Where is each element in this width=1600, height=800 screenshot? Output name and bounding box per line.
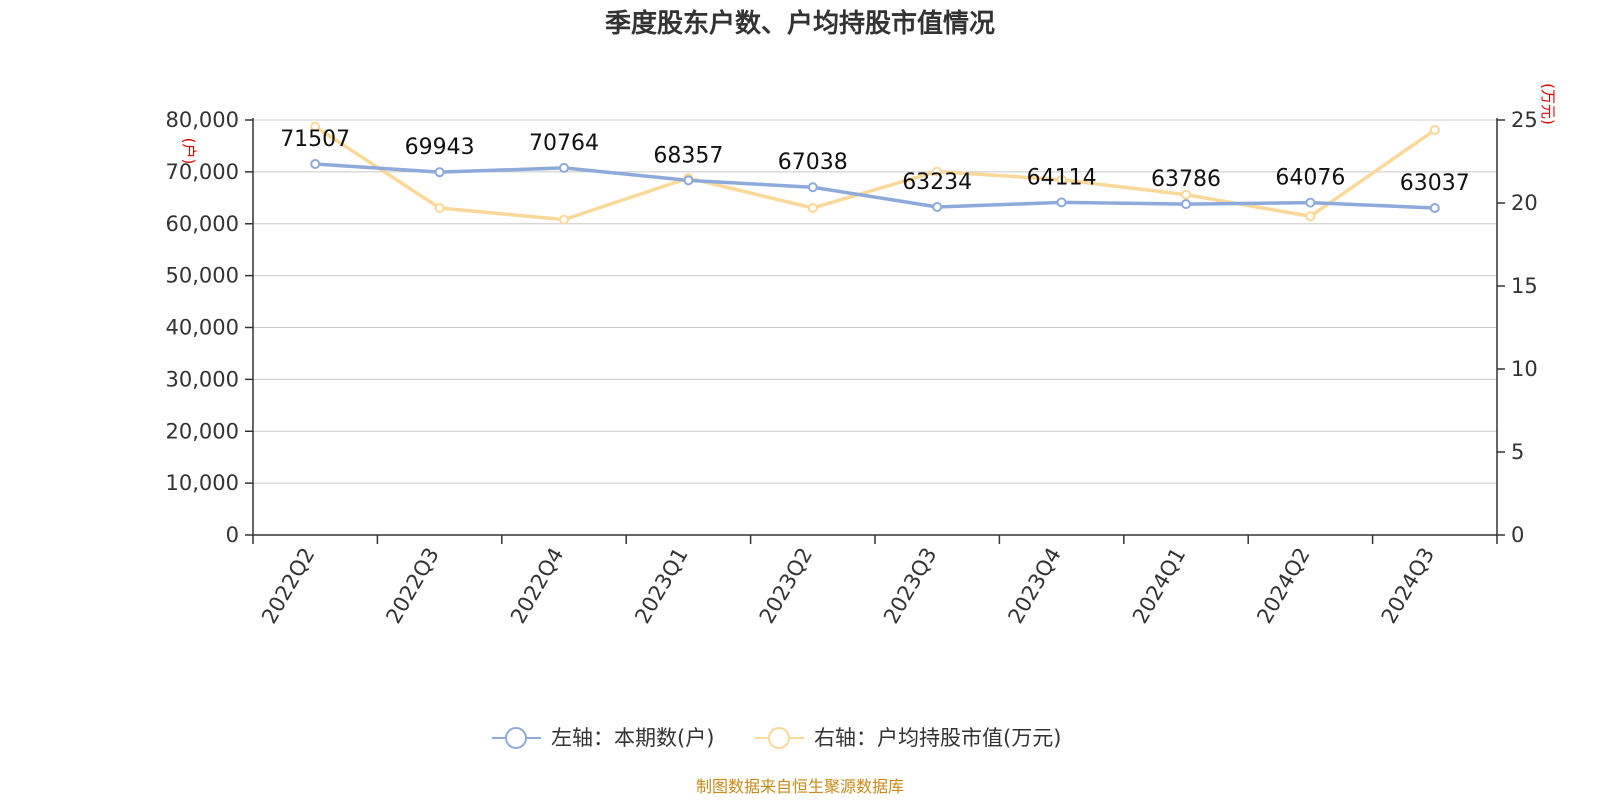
x-tick-label: 2023Q3 [879, 544, 941, 628]
x-axis-ticks: 2022Q2 2022Q3 2022Q4 2023Q1 2023Q2 2023Q3 2023… [252, 535, 1498, 628]
series-right-point [932, 166, 943, 177]
legend-item-right[interactable]: 右轴：户均持股市值(万元) [755, 726, 1061, 750]
legend-left-marker [505, 727, 527, 749]
series-right-point [434, 202, 445, 213]
left-tick-label: 40,000 [166, 316, 239, 340]
series-right-point [1305, 211, 1316, 222]
right-tick-label: 25 [1511, 108, 1538, 132]
data-label: 70764 [529, 131, 599, 156]
series-right-line [314, 125, 1436, 222]
series-right-point [1429, 124, 1440, 135]
data-label: 63234 [902, 170, 972, 195]
right-axis-unit: (万元) [1539, 83, 1557, 125]
chart-title: 季度股东户数、户均持股市值情况 [605, 8, 995, 39]
data-label: 68357 [653, 143, 723, 168]
legend[interactable]: 左轴：本期数(户) 右轴：户均持股市值(万元) [492, 726, 1061, 750]
series-left-point [932, 201, 943, 212]
series-left-point [1181, 199, 1191, 210]
data-label: 67038 [778, 150, 848, 175]
series-left-point [434, 167, 445, 178]
left-axis-ticks: 0 10,000 20,000 30,000 40,000 50,000 60,000 70,… [166, 108, 253, 547]
x-tick-label: 2022Q3 [381, 544, 443, 628]
right-tick-label: 10 [1511, 357, 1538, 381]
right-tick-label: 0 [1511, 523, 1524, 547]
series-left-point [559, 162, 569, 173]
x-tick-label: 2024Q1 [1128, 544, 1190, 628]
data-label: 63037 [1400, 171, 1470, 196]
series-right-point [1056, 174, 1067, 185]
right-axis-ticks: 0 5 10 15 20 25 [1497, 108, 1538, 547]
series-left-point [310, 159, 321, 170]
series-left-point [1056, 197, 1067, 208]
left-tick-label: 70,000 [166, 160, 239, 184]
data-label: 64114 [1027, 165, 1097, 190]
left-tick-label: 20,000 [166, 419, 239, 443]
series-right-point [310, 121, 321, 132]
left-tick-label: 30,000 [166, 367, 239, 391]
x-tick-label: 2022Q2 [257, 544, 319, 628]
legend-item-left[interactable]: 左轴：本期数(户) [492, 726, 714, 750]
series-layer [310, 121, 1440, 225]
right-tick-label: 20 [1511, 191, 1538, 215]
left-axis-unit: (户) [180, 138, 198, 165]
right-tick-label: 5 [1511, 440, 1524, 464]
right-tick-label: 15 [1511, 274, 1538, 298]
series-right-point [559, 214, 569, 225]
legend-right-marker [768, 727, 790, 749]
series-right-point [1181, 189, 1191, 200]
x-tick-label: 2023Q1 [630, 544, 692, 628]
series-left-point [1429, 202, 1440, 213]
data-label: 64076 [1275, 166, 1345, 191]
series-left-point [683, 175, 694, 186]
left-tick-label: 10,000 [166, 471, 239, 495]
data-label: 63786 [1151, 167, 1221, 192]
series-left-line [315, 162, 1435, 210]
series-left-point [807, 182, 818, 193]
x-tick-label: 2023Q4 [1003, 544, 1065, 628]
source-note: 制图数据来自恒生聚源数据库 [696, 777, 904, 796]
left-tick-label: 80,000 [166, 108, 239, 132]
x-tick-label: 2024Q3 [1377, 544, 1439, 628]
series-left-point [1305, 197, 1316, 208]
left-tick-label: 0 [226, 523, 239, 547]
legend-left-label: 左轴：本期数(户) [551, 726, 714, 750]
x-tick-label: 2023Q2 [755, 544, 817, 628]
data-label: 69943 [405, 135, 475, 160]
x-tick-label: 2024Q2 [1252, 544, 1314, 628]
x-tick-label: 2022Q4 [506, 544, 568, 628]
data-label: 71507 [280, 127, 350, 152]
series-right-point [807, 202, 818, 213]
legend-right-label: 右轴：户均持股市值(万元) [814, 726, 1061, 750]
data-labels: 71507 69943 70764 68357 67038 63234 64114 63786… [280, 127, 1470, 196]
left-tick-label: 60,000 [166, 212, 239, 236]
left-tick-label: 50,000 [166, 264, 239, 288]
